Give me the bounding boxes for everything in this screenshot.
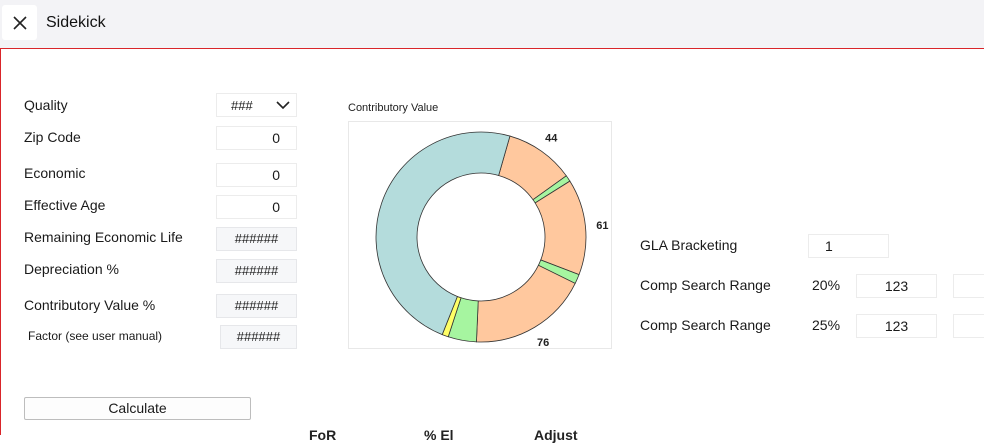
window-border-left [0,48,1,435]
chart-panel: 446176184 [348,121,612,364]
comp-range-1-label: Comp Search Range [640,277,771,293]
close-button[interactable] [2,5,37,40]
comp-range-1-extra-field[interactable] [953,274,984,298]
chart-data-label: 44 [545,132,558,144]
quality-value: ### [231,98,253,113]
contributory-value-field: ###### [216,294,297,318]
contributory-value-chart: 446176184 [375,131,609,364]
contributory-value-label: Contributory Value % [24,297,156,313]
factor-field: ###### [220,325,297,349]
remaining-life-field: ###### [216,227,297,251]
calculate-button[interactable]: Calculate [24,397,251,420]
table-header-adjust: Adjust [534,427,578,443]
chart-data-label: 76 [537,337,549,348]
chevron-down-icon [276,101,290,110]
chart-title: Contributory Value [348,102,439,114]
table-header-pct-el: % El [424,427,454,443]
gla-label: GLA Bracketing [640,237,738,253]
chart-slice [476,264,576,343]
effective-age-field[interactable]: 0 [216,195,297,219]
economic-field[interactable]: 0 [216,163,297,187]
effective-age-label: Effective Age [24,197,106,213]
app-title: Sidekick [46,14,106,31]
remaining-life-label: Remaining Economic Life [24,229,183,245]
zip-code-field[interactable]: 0 [216,126,297,150]
chart-slice [375,131,511,336]
comp-range-1-pct: 20% [812,277,841,293]
window-border-top [0,48,984,49]
comp-range-2-extra-field[interactable] [953,314,984,338]
chart-data-label: 61 [596,220,608,232]
comp-range-1-field[interactable]: 123 [856,274,937,298]
quality-select[interactable]: ### [216,93,297,117]
depreciation-field: ###### [216,259,297,283]
comp-range-2-pct: 25% [812,317,841,333]
gla-field[interactable]: 1 [808,234,889,258]
zip-code-label: Zip Code [24,129,81,145]
depreciation-label: Depreciation % [24,261,119,277]
title-bar: Sidekick [0,0,984,48]
chart-data-label: 4 [436,347,443,348]
factor-label: Factor (see user manual) [28,329,163,343]
table-header-for: FoR [309,427,337,443]
comp-range-2-field[interactable]: 123 [856,314,937,338]
quality-label: Quality [24,97,68,113]
close-icon [12,15,27,30]
comp-range-2-label: Comp Search Range [640,317,771,333]
economic-label: Economic [24,165,86,181]
